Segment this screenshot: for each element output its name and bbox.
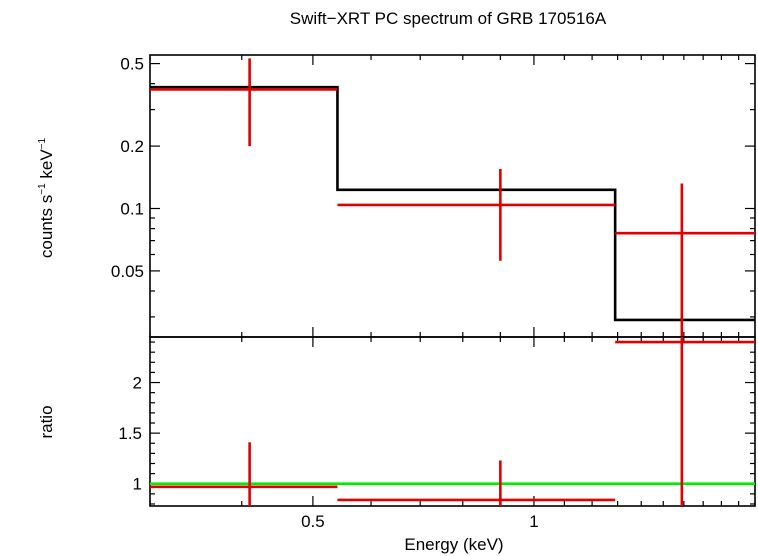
x-tick-label: 0.5 — [301, 512, 325, 531]
spectrum-data-point — [150, 58, 338, 147]
ratio-plot-area: 1 1.5 2 0.5 1 — [118, 336, 756, 531]
spectrum-y-tick-label: 0.2 — [120, 137, 144, 156]
model-step-line — [150, 85, 755, 322]
spectrum-y-tick-label: 0.1 — [120, 199, 144, 218]
spectrum-data-point — [615, 183, 755, 337]
spectrum-panel: 0.05 0.1 0.2 0.5 counts s−1 keV−1 — [37, 54, 756, 338]
ratio-data-point — [615, 337, 755, 506]
x-axis-label: Energy (keV) — [404, 535, 503, 554]
ratio-frame — [149, 336, 756, 507]
ratio-y-tick-label: 1 — [133, 475, 142, 494]
spectrum-data-point — [337, 169, 616, 261]
x-tick-label: 1 — [529, 512, 538, 531]
ratio-y-axis-label: ratio — [37, 405, 56, 438]
ratio-data-point — [337, 460, 616, 506]
chart-title: Swift−XRT PC spectrum of GRB 170516A — [290, 9, 607, 28]
spectrum-plot-area: 0.05 0.1 0.2 0.5 — [111, 54, 756, 338]
ratio-data-point — [150, 442, 338, 506]
spectrum-frame — [149, 54, 756, 338]
spectrum-y-tick-label: 0.05 — [111, 262, 144, 281]
spectrum-y-tick-label: 0.5 — [120, 55, 144, 74]
ratio-y-tick-label: 1.5 — [118, 424, 142, 443]
spectrum-y-axis-label: counts s−1 keV−1 — [37, 137, 56, 258]
ratio-panel: 1 1.5 2 0.5 1 ratio — [37, 336, 756, 531]
ratio-y-tick-label: 2 — [133, 374, 142, 393]
